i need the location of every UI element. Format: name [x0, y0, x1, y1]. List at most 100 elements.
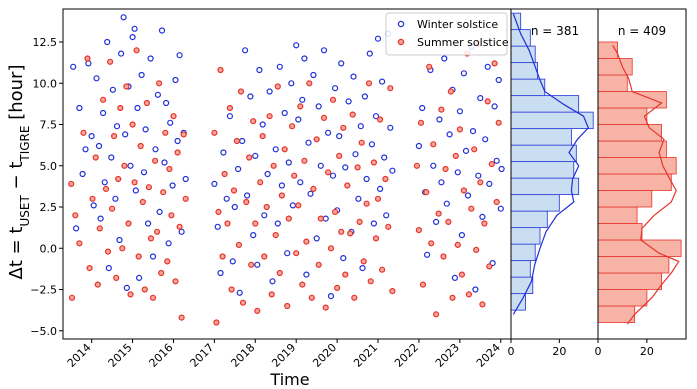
winter-point — [307, 190, 314, 197]
winter-point — [368, 141, 375, 148]
summer-point — [135, 253, 142, 260]
winter-point — [117, 50, 125, 57]
winter-point — [357, 123, 364, 130]
summer-point — [452, 152, 459, 159]
summer-point — [143, 99, 150, 107]
legend-box — [385, 12, 508, 56]
summer-point — [471, 146, 478, 153]
histogram-bar — [510, 194, 560, 212]
summer-point — [442, 165, 449, 173]
summer-point — [217, 66, 224, 74]
summer-point — [484, 98, 491, 105]
summer-point — [417, 119, 425, 126]
summer-point — [166, 165, 173, 173]
summer-point — [306, 80, 313, 87]
winter-point — [112, 195, 119, 202]
winter-point — [329, 172, 337, 179]
summer-point — [419, 281, 427, 288]
summer-histogram-frame — [597, 8, 687, 340]
summer-point — [160, 189, 167, 196]
summer-point — [164, 258, 171, 265]
winter-point — [145, 220, 152, 227]
summer-point — [172, 278, 179, 285]
summer-point — [252, 220, 259, 227]
summer-point — [334, 284, 341, 291]
kde-curve — [512, 13, 590, 315]
winter-point — [90, 202, 97, 209]
summer-point — [213, 319, 220, 326]
winter-point — [303, 271, 310, 278]
winter-point — [152, 146, 159, 153]
winter-point — [438, 179, 445, 186]
summer-point — [322, 304, 329, 311]
summer-point — [303, 238, 310, 245]
winter-point — [379, 78, 386, 85]
winter-point — [220, 149, 227, 156]
summer-point — [387, 85, 394, 92]
winter-point — [217, 269, 224, 277]
summer-point — [465, 291, 472, 298]
histogram-bar — [510, 177, 580, 196]
winter-point — [252, 152, 259, 159]
summer-point — [76, 240, 83, 247]
y-tick-label: 0.0 — [40, 242, 58, 255]
histogram-bar — [597, 157, 677, 175]
winter-point — [242, 47, 249, 54]
x-tick-label: 2018 — [228, 341, 257, 370]
summer-point — [102, 185, 110, 192]
winter-point — [104, 38, 111, 46]
summer-point — [332, 208, 339, 215]
summer-point — [447, 88, 454, 95]
summer-point — [284, 302, 291, 310]
summer-point — [84, 55, 91, 62]
winter-point — [231, 203, 238, 211]
winter-point — [116, 236, 123, 244]
winter-point — [276, 63, 283, 70]
winter-point — [350, 73, 357, 80]
summer-point — [299, 281, 306, 288]
summer-point — [347, 230, 354, 237]
winter-point — [161, 159, 168, 166]
winter-point — [462, 147, 470, 154]
summer-point — [367, 278, 374, 285]
histogram-bar — [510, 78, 546, 97]
summer-point — [246, 154, 253, 161]
scatter-points — [68, 14, 505, 326]
x-tick-label: 2014 — [65, 341, 94, 370]
winter-point — [211, 180, 218, 187]
winter-point — [274, 220, 281, 227]
winter-point — [366, 50, 373, 57]
summer-point — [221, 170, 228, 178]
winter-point — [122, 131, 129, 138]
summer-point — [351, 294, 358, 301]
histogram-bar — [510, 210, 548, 229]
summer-point — [488, 161, 495, 168]
summer-point — [86, 265, 93, 272]
winter-point — [327, 293, 335, 300]
summer-point — [174, 149, 181, 156]
summer-point — [117, 104, 124, 112]
winter-point — [169, 182, 176, 189]
winter-point — [147, 55, 154, 62]
summer-point — [370, 159, 377, 166]
summer-point — [428, 240, 435, 247]
summer-point — [336, 152, 343, 159]
winter-point — [134, 104, 141, 112]
winter-point — [374, 35, 382, 42]
winter-point — [336, 133, 343, 140]
summer-point — [481, 220, 488, 227]
summer-point — [354, 164, 361, 171]
histogram-bar — [510, 227, 541, 245]
x-tick-label: 2023 — [433, 341, 462, 370]
summer-point — [270, 162, 277, 169]
x-tick-label: 2015 — [106, 341, 135, 370]
histogram-bar — [597, 223, 643, 241]
x-axis-ticks: 2014 2015 2016 2017 2018 2019 2020 2021 2022 2023… — [65, 339, 503, 370]
summer-point — [413, 162, 420, 169]
winter-point — [389, 167, 396, 174]
winter-point — [182, 175, 189, 183]
summer-point — [297, 103, 304, 110]
summer-point — [493, 198, 500, 206]
histogram-bar — [597, 206, 638, 224]
